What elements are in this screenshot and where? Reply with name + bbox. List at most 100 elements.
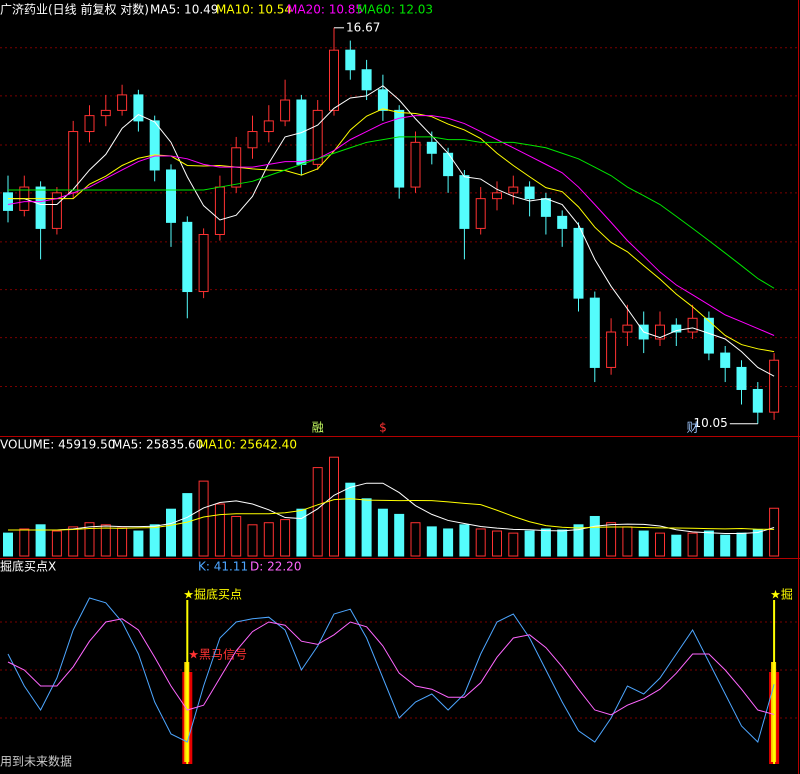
- candle-body: [720, 352, 731, 368]
- volume-bar: [35, 524, 46, 557]
- candle-body: [247, 131, 258, 149]
- signal-note: ★黑马信号: [188, 648, 247, 662]
- volume-bar: [573, 524, 584, 557]
- volume-bar: [769, 507, 780, 557]
- volume-bar: [84, 522, 95, 557]
- candle-body: [475, 198, 486, 229]
- candle-body: [443, 152, 454, 177]
- volume-bar: [345, 482, 356, 557]
- volume-bar: [540, 528, 551, 557]
- volume-bar: [19, 528, 30, 557]
- series-line: [7, 618, 775, 716]
- candle-body: [312, 109, 323, 165]
- volume-bar: [622, 526, 633, 557]
- candle-body: [214, 186, 225, 235]
- volume-bar: [410, 522, 421, 557]
- volume-bar: [214, 503, 225, 557]
- candle-body: [117, 94, 128, 111]
- volume-bar: [524, 530, 535, 557]
- legend-entry: MA5: 10.49: [150, 3, 218, 17]
- volume-bar: [508, 532, 519, 557]
- candle-body: [459, 175, 470, 229]
- event-marker: $: [379, 421, 387, 435]
- volume-bar: [3, 532, 13, 557]
- volume-bar: [51, 530, 62, 557]
- candle-body: [769, 359, 780, 413]
- series-line: [7, 597, 775, 743]
- volume-bar: [557, 529, 568, 557]
- signal-label: ★掘: [770, 587, 793, 602]
- volume-bar: [720, 534, 731, 557]
- indicator-title: 掘底买点X: [0, 559, 56, 574]
- volume-bar: [361, 498, 372, 557]
- volume-bar: [231, 515, 242, 557]
- candle-body: [182, 221, 193, 293]
- event-marker: 融: [312, 421, 324, 435]
- candle-body: [736, 366, 747, 390]
- volume-bar: [671, 534, 682, 557]
- candle-body: [198, 233, 209, 293]
- candle-body: [166, 169, 176, 223]
- legend-entry: MA60: 12.03: [357, 3, 433, 17]
- footnote: 用到未来数据: [0, 754, 72, 769]
- volume-bar: [589, 515, 600, 557]
- volume-bar: [166, 508, 176, 557]
- candle-body: [426, 141, 437, 154]
- volume-bar: [198, 480, 209, 557]
- candle-body: [149, 120, 160, 171]
- candle-body: [410, 141, 421, 188]
- series-line: [7, 115, 775, 336]
- candle-body: [508, 186, 519, 194]
- volume-bar: [149, 524, 160, 557]
- series-line: [8, 482, 775, 535]
- candle-body: [622, 324, 633, 333]
- candle-body: [589, 297, 600, 368]
- candle-body: [51, 192, 62, 229]
- volume-bar: [752, 529, 763, 557]
- volume-bar: [329, 456, 339, 557]
- candle-body: [35, 186, 46, 229]
- legend-entry: MA5: 25835.60: [112, 438, 203, 452]
- candle-body: [687, 317, 698, 333]
- volume-bar: [394, 513, 405, 557]
- volume-bar: [296, 508, 307, 557]
- series-line: [8, 108, 775, 353]
- volume-bar: [703, 530, 714, 557]
- candle-body: [394, 109, 405, 188]
- candle-body: [329, 49, 339, 111]
- event-marker: 财: [687, 421, 699, 435]
- candle-body: [524, 186, 535, 200]
- candle-body: [345, 49, 356, 71]
- candle-body: [703, 317, 714, 354]
- legend-entry: D: 22.20: [250, 560, 301, 574]
- volume-bar: [475, 528, 486, 557]
- volume-bar: [443, 528, 454, 557]
- legend-entry: MA10: 10.54: [216, 3, 292, 17]
- volume-bar: [312, 467, 323, 557]
- legend-entry: K: 41.11: [198, 560, 248, 574]
- volume-bar: [100, 524, 111, 557]
- candle-body: [133, 94, 144, 122]
- volume-bar: [687, 532, 698, 557]
- candle-body: [540, 198, 551, 217]
- annotation: 16.67: [346, 20, 380, 34]
- volume-title: VOLUME: 45919.50: [0, 438, 115, 452]
- volume-bar: [638, 530, 649, 557]
- candle-body: [606, 331, 617, 368]
- volume-bar: [606, 522, 617, 557]
- volume-bar: [263, 522, 274, 557]
- candle-body: [263, 120, 274, 133]
- candle-body: [573, 227, 584, 299]
- candle-body: [3, 192, 13, 211]
- candle-body: [377, 89, 388, 111]
- volume-bar: [459, 524, 470, 557]
- candle-body: [671, 324, 682, 333]
- volume-bar: [492, 530, 502, 557]
- candle-body: [655, 324, 665, 340]
- candle-body: [361, 69, 372, 91]
- volume-bar: [736, 532, 747, 557]
- volume-bar: [280, 519, 291, 557]
- volume-bar: [68, 526, 79, 557]
